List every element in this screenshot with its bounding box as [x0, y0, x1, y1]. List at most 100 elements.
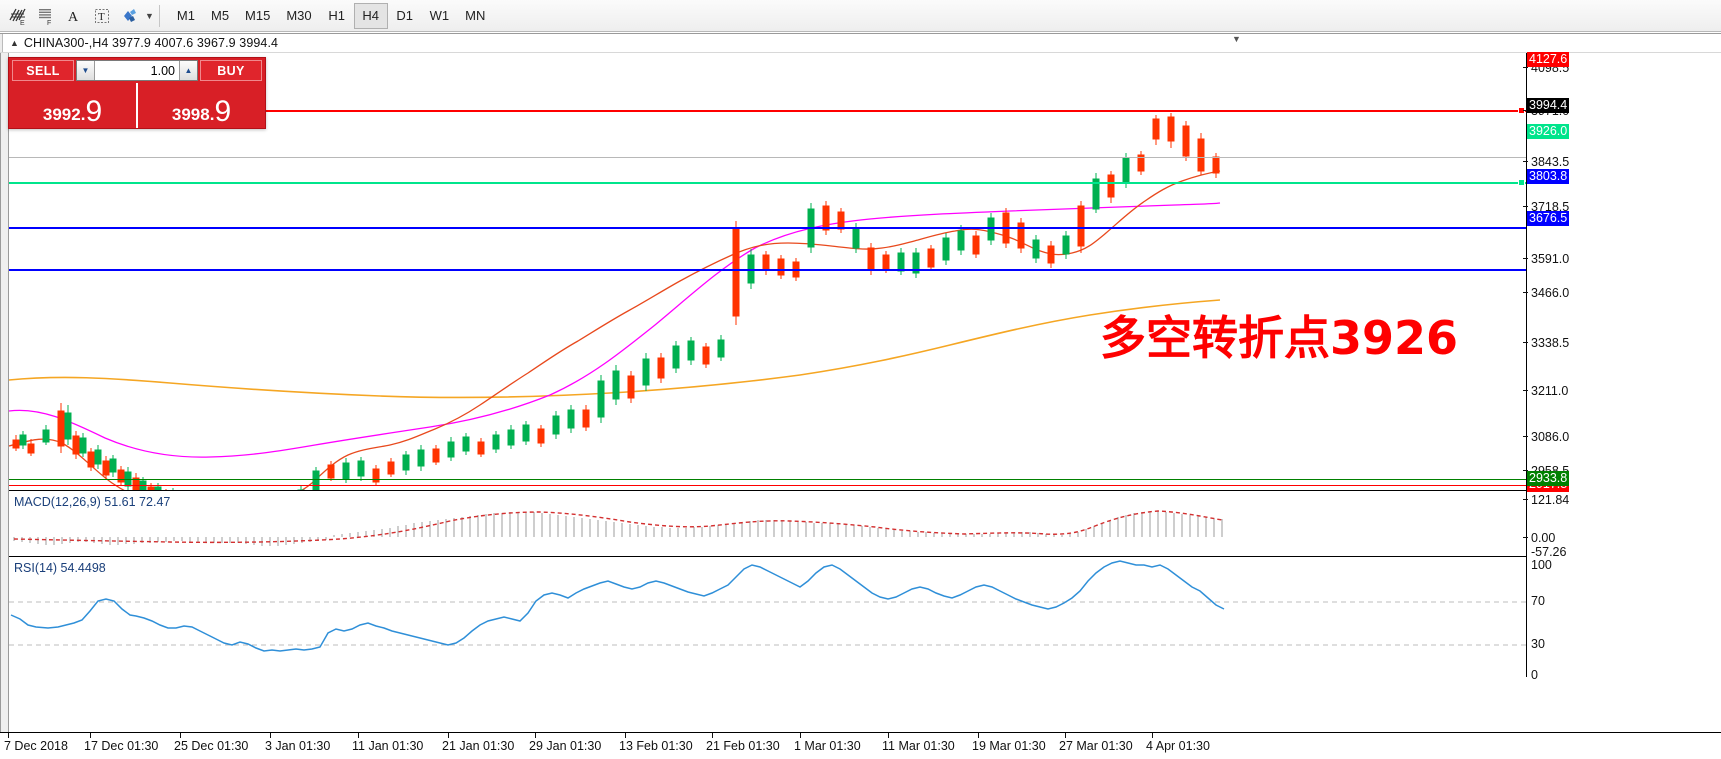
ma-orange-line	[8, 299, 1221, 399]
collapse-icon[interactable]: ▲	[10, 38, 19, 48]
time-label-13: 4 Apr 01:30	[1146, 739, 1210, 753]
one-click-trading-panel[interactable]: SELL ▼ 1.00 ▲ BUY 3992 . 9 3998 . 9	[8, 57, 266, 129]
y-tick	[1523, 206, 1528, 207]
objects-icon[interactable]	[116, 3, 144, 29]
text-label-icon[interactable]: T	[88, 3, 116, 29]
y-tick	[1523, 161, 1528, 162]
price-tag-support[interactable]: 3926.0	[1527, 124, 1570, 139]
indicators-icon[interactable]: E	[4, 3, 32, 29]
level-line-4127[interactable]	[9, 110, 1526, 112]
sell-price-dot: .	[80, 105, 86, 124]
timeframe-m15[interactable]: M15	[245, 8, 271, 23]
y-label-rsi-70: 70	[1531, 594, 1545, 608]
time-label-4: 11 Jan 01:30	[352, 739, 424, 753]
chart-area[interactable]: 多空转折点3926 MACD(12,26,9) 51.61 72.47	[0, 53, 1721, 732]
price-tag-blue-lower[interactable]: 3676.5	[1527, 211, 1570, 226]
time-label-0: 7 Dec 2018	[4, 739, 68, 753]
price-tag-take-profit[interactable]: 4127.6	[1527, 52, 1570, 67]
timeframe-w1[interactable]: W1	[429, 8, 450, 23]
ma-magenta-line	[8, 202, 1221, 458]
time-label-12: 27 Mar 01:30	[1059, 739, 1133, 753]
time-axis[interactable]: 7 Dec 2018 17 Dec 01:30 25 Dec 01:30 3 J…	[0, 732, 1721, 759]
time-label-3: 3 Jan 01:30	[265, 739, 331, 753]
timeframe-m30[interactable]: M30	[286, 8, 312, 23]
level-handle-3926[interactable]	[1518, 179, 1525, 186]
volume-decrease-icon[interactable]: ▼	[77, 61, 95, 80]
time-label-11: 19 Mar 01:30	[972, 739, 1046, 753]
y-label-3338: 3338.5	[1531, 336, 1570, 350]
y-tick	[1523, 292, 1528, 293]
timeframe-h4[interactable]: H4	[353, 2, 388, 29]
text-tool-icon[interactable]: A	[60, 3, 88, 29]
sell-button[interactable]: SELL	[12, 60, 74, 81]
time-label-1: 17 Dec 01:30	[84, 739, 159, 753]
volume-increase-icon[interactable]: ▲	[179, 61, 197, 80]
y-tick	[1523, 67, 1528, 68]
y-label-macd-zero: 0.00	[1531, 531, 1556, 545]
volume-input[interactable]: 1.00	[150, 63, 175, 78]
chart-annotation-text: 多空转折点3926	[1100, 311, 1459, 365]
buy-price-dot: .	[209, 105, 215, 124]
svg-text:T: T	[98, 11, 105, 23]
y-tick	[1523, 436, 1528, 437]
symbol-info-text: CHINA300-,H4 3977.9 4007.6 3967.9 3994.4	[23, 36, 279, 50]
templates-icon[interactable]: F	[32, 3, 60, 29]
y-tick	[1523, 470, 1528, 471]
time-label-5: 21 Jan 01:30	[442, 739, 515, 753]
y-label-3086: 3086.0	[1531, 430, 1570, 444]
y-label-rsi-100: 100	[1531, 558, 1552, 572]
timeframe-d1[interactable]: D1	[396, 8, 413, 23]
timeframe-m5[interactable]: M5	[210, 8, 230, 23]
level-line-3926[interactable]	[9, 182, 1526, 184]
macd-canvas	[13, 510, 1223, 546]
toolbar-divider	[158, 4, 160, 27]
level-line-3676[interactable]	[9, 269, 1526, 271]
rsi-canvas	[9, 560, 1526, 652]
level-line-3803[interactable]	[9, 227, 1526, 229]
rsi-pane[interactable]	[9, 556, 1526, 677]
buy-button[interactable]: BUY	[200, 60, 262, 81]
time-label-6: 29 Jan 01:30	[529, 739, 602, 753]
svg-text:A: A	[68, 10, 79, 25]
buy-price-integer: 3998	[171, 105, 210, 124]
time-label-8: 21 Feb 01:30	[706, 739, 780, 753]
last-price-line	[9, 157, 1526, 158]
y-label-3718: 3718.5	[1531, 200, 1570, 214]
rsi-line	[10, 560, 1225, 652]
ask-line	[9, 485, 1526, 486]
timeframe-mn[interactable]: MN	[465, 8, 486, 23]
time-label-2: 25 Dec 01:30	[174, 739, 249, 753]
buy-price-display[interactable]: 3998 . 9	[138, 83, 265, 128]
sell-price-frac: 9	[85, 95, 103, 129]
y-label-rsi-30: 30	[1531, 637, 1545, 651]
volume-stepper[interactable]: ▼ 1.00 ▲	[76, 60, 198, 81]
svg-text:E: E	[20, 20, 25, 26]
timeframe-m1[interactable]: M1	[176, 8, 195, 23]
y-label-3843: 3843.5	[1531, 155, 1570, 169]
chevron-down-icon[interactable]: ▼	[145, 10, 154, 21]
y-label-macd-high: 121.84	[1531, 493, 1570, 507]
pane-grip	[0, 34, 3, 52]
chart-scroll-handle[interactable]: ▼	[1232, 34, 1241, 44]
y-label-3591: 3591.0	[1531, 252, 1570, 266]
chart-left-grip[interactable]	[0, 53, 9, 732]
sell-price-display[interactable]: 3992 . 9	[9, 83, 138, 128]
sell-price-integer: 3992	[42, 105, 81, 124]
macd-histogram	[13, 511, 1223, 546]
y-tick	[1523, 390, 1528, 391]
y-label-rsi-0: 0	[1531, 668, 1538, 682]
trade-quotes-row: 3992 . 9 3998 . 9	[9, 83, 265, 128]
buy-price-frac: 9	[214, 95, 232, 129]
time-label-9: 1 Mar 01:30	[794, 739, 861, 753]
price-axis-line	[1526, 53, 1527, 677]
price-tag-blue-upper[interactable]: 3803.8	[1527, 169, 1570, 184]
y-tick	[1523, 258, 1528, 259]
rsi-title: RSI(14) 54.4498	[14, 561, 106, 575]
y-tick	[1523, 110, 1528, 111]
timeframe-h1[interactable]: H1	[328, 8, 345, 23]
bid-line	[9, 479, 1526, 480]
macd-title: MACD(12,26,9) 51.61 72.47	[14, 495, 171, 509]
macd-signal-line	[13, 510, 1223, 544]
time-label-10: 11 Mar 01:30	[882, 739, 955, 753]
